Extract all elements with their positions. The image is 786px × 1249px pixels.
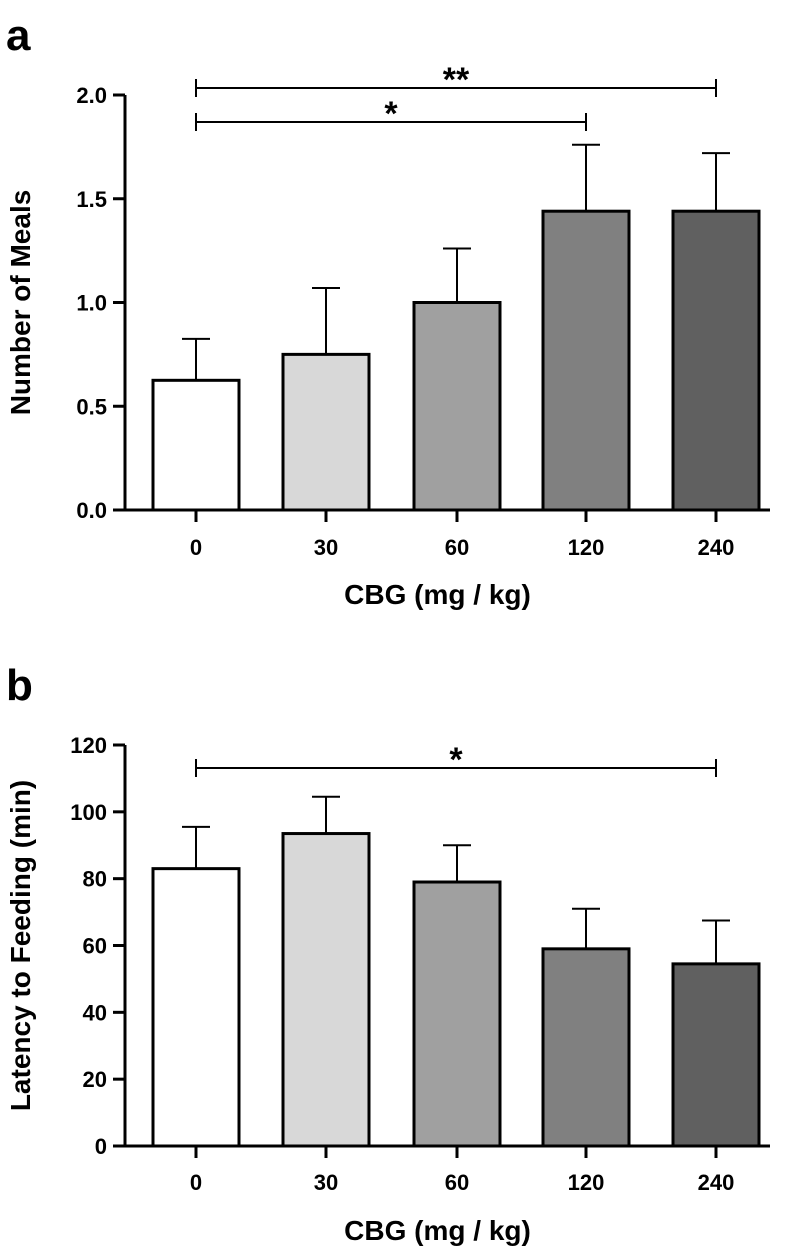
y-tick-label: 120 bbox=[70, 733, 107, 758]
x-tick-label: 30 bbox=[314, 535, 338, 560]
x-tick-label: 240 bbox=[698, 1170, 735, 1195]
y-tick-label: 40 bbox=[83, 1000, 107, 1025]
significance-label: * bbox=[384, 95, 398, 133]
x-axis-title: CBG (mg / kg) bbox=[344, 1215, 531, 1246]
bar bbox=[281, 832, 371, 1148]
x-tick-label: 240 bbox=[698, 535, 735, 560]
y-tick-label: 80 bbox=[83, 867, 107, 892]
bar bbox=[281, 352, 371, 512]
y-tick-label: 1.0 bbox=[76, 291, 107, 316]
panel-a: a 0.00.51.01.52.00 30 60 120 240***CBG (mg /… bbox=[5, 11, 770, 610]
bar bbox=[671, 209, 761, 512]
x-tick-label: 0 bbox=[190, 1170, 202, 1195]
bar bbox=[412, 880, 502, 1148]
x-tick-label: 60 bbox=[445, 1170, 469, 1195]
y-axis-title: Number of Meals bbox=[5, 190, 36, 416]
panel-b-letter: b bbox=[6, 661, 33, 710]
y-tick-label: 2.0 bbox=[76, 83, 107, 108]
x-tick-label: 0 bbox=[190, 535, 202, 560]
x-tick-label: 120 bbox=[568, 535, 605, 560]
y-tick-label: 1.5 bbox=[76, 187, 107, 212]
significance-label: ** bbox=[443, 61, 470, 99]
y-tick-label: 0 bbox=[95, 1134, 107, 1159]
y-tick-label: 100 bbox=[70, 800, 107, 825]
x-tick-label: 120 bbox=[568, 1170, 605, 1195]
x-axis-title: CBG (mg / kg) bbox=[344, 579, 531, 610]
bar bbox=[151, 867, 241, 1148]
y-tick-label: 0.5 bbox=[76, 394, 107, 419]
x-tick-label: 60 bbox=[445, 535, 469, 560]
y-tick-label: 0.0 bbox=[76, 498, 107, 523]
y-axis-title: Latency to Feeding (min) bbox=[5, 780, 36, 1111]
significance-label: * bbox=[449, 741, 463, 779]
y-tick-label: 20 bbox=[83, 1067, 107, 1092]
x-tick-label: 30 bbox=[314, 1170, 338, 1195]
panel-a-letter: a bbox=[6, 11, 31, 60]
bar bbox=[671, 962, 761, 1148]
panel-b: b 0 20 40 60 80 100 120 0 30 60 120 240 * CBG (mg / k… bbox=[5, 661, 770, 1246]
y-tick-label: 60 bbox=[83, 934, 107, 959]
bar bbox=[541, 947, 631, 1148]
bar bbox=[412, 301, 502, 512]
bar bbox=[151, 378, 241, 512]
bar bbox=[541, 209, 631, 512]
